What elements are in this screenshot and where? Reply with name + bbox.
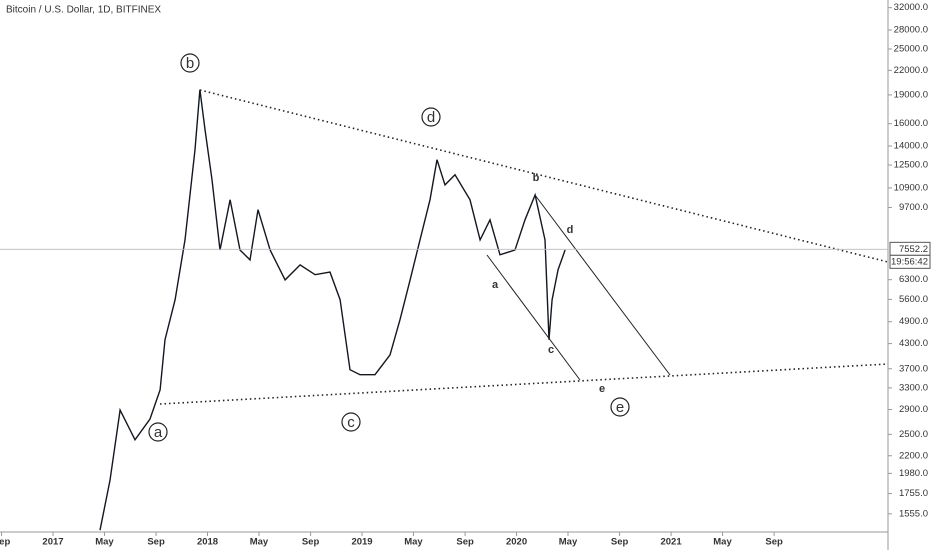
x-tick-label: May bbox=[559, 537, 578, 548]
chart-title: Bitcoin / U.S. Dollar, 1D, BITFINEX bbox=[6, 5, 161, 16]
wave-text: e bbox=[616, 399, 624, 416]
timer-label: 19:56:42 bbox=[891, 256, 928, 267]
x-tick-label: Sep bbox=[147, 537, 165, 548]
y-tick-label: 32000.0 bbox=[894, 2, 928, 13]
wave-label: c bbox=[341, 412, 361, 432]
wave-circle bbox=[610, 397, 630, 417]
y-tick-label: 3700.0 bbox=[899, 363, 928, 374]
x-tick-label: 2017 bbox=[42, 537, 63, 548]
wave-label: e bbox=[610, 397, 630, 417]
last-price-label: 7552.2 bbox=[899, 244, 928, 255]
y-tick-label: 10900.0 bbox=[894, 182, 928, 193]
channel-line bbox=[486, 254, 581, 381]
x-tick-label: May bbox=[404, 537, 423, 548]
y-tick-label: 22000.0 bbox=[894, 65, 928, 76]
wave-circle bbox=[421, 107, 441, 127]
x-tick-label: Sep bbox=[611, 537, 629, 548]
x-tick-label: Sep bbox=[302, 537, 320, 548]
wave-circle bbox=[180, 53, 200, 73]
x-tick-label: 2019 bbox=[351, 537, 372, 548]
y-tick-label: 1980.0 bbox=[899, 468, 928, 479]
wave-label: a bbox=[148, 422, 168, 442]
lower-trendline bbox=[159, 363, 889, 405]
y-tick-label: 28000.0 bbox=[894, 25, 928, 36]
y-tick-label: 1555.0 bbox=[899, 508, 928, 519]
timer-box bbox=[889, 254, 931, 269]
wave-label: d bbox=[421, 107, 441, 127]
y-tick-label: 5600.0 bbox=[899, 294, 928, 305]
y-tick-label: 2900.0 bbox=[899, 404, 928, 415]
y-tick-label: 19000.0 bbox=[894, 89, 928, 100]
sub-wave-label: c bbox=[548, 344, 554, 356]
y-tick-label: 4900.0 bbox=[899, 316, 928, 327]
upper-trendline bbox=[199, 89, 889, 263]
x-tick-label: May bbox=[250, 537, 269, 548]
y-tick-label: 1755.0 bbox=[899, 488, 928, 499]
wave-text: c bbox=[347, 414, 355, 431]
y-tick-label: 16000.0 bbox=[894, 118, 928, 129]
y-tick-label: 25000.0 bbox=[894, 43, 928, 54]
x-tick-label: Sep bbox=[765, 537, 783, 548]
wave-text: a bbox=[154, 424, 163, 441]
channel-line bbox=[534, 194, 671, 376]
sub-wave-label: a bbox=[492, 279, 499, 291]
x-tick-label: 2021 bbox=[660, 537, 682, 548]
price-line bbox=[99, 89, 566, 531]
x-tick-label: May bbox=[713, 537, 732, 548]
x-tick-label: 2020 bbox=[506, 537, 527, 548]
wave-circle bbox=[341, 412, 361, 432]
y-tick-label: 14000.0 bbox=[894, 141, 928, 152]
y-tick-label: 2200.0 bbox=[899, 450, 928, 461]
sub-wave-label: d bbox=[567, 224, 574, 236]
wave-label: b bbox=[180, 53, 200, 73]
sub-wave-label: b bbox=[533, 172, 540, 184]
wave-text: d bbox=[427, 109, 435, 126]
x-tick-label: 2018 bbox=[197, 537, 218, 548]
x-tick-label: Sep bbox=[0, 537, 10, 548]
wave-circle bbox=[148, 422, 168, 442]
y-tick-label: 2500.0 bbox=[899, 429, 928, 440]
y-tick-label: 9700.0 bbox=[899, 202, 928, 213]
sub-wave-label: e bbox=[599, 383, 605, 395]
x-tick-label: May bbox=[95, 537, 114, 548]
y-tick-label: 12500.0 bbox=[894, 160, 928, 171]
y-tick-label: 4300.0 bbox=[899, 338, 928, 349]
y-tick-label: 6300.0 bbox=[899, 274, 928, 285]
y-tick-label: 3300.0 bbox=[899, 382, 928, 393]
wave-text: b bbox=[186, 55, 194, 72]
x-tick-label: Sep bbox=[456, 537, 474, 548]
